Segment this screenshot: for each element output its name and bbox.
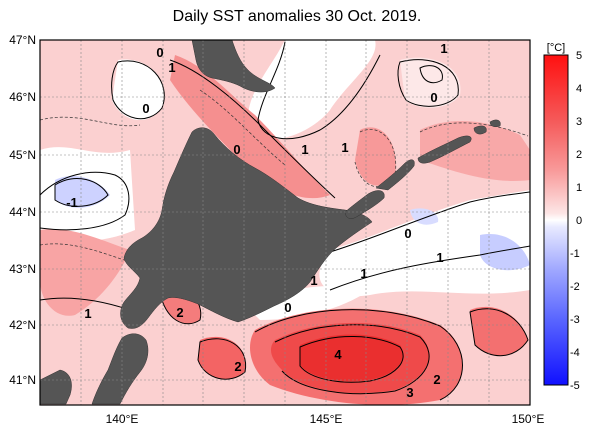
warm-anomaly-patch bbox=[198, 336, 246, 380]
colorbar-tick: 1 bbox=[576, 182, 582, 194]
land-masses bbox=[40, 40, 501, 405]
lat-label: 42°N bbox=[9, 318, 36, 332]
colorbar-tick: -5 bbox=[570, 380, 580, 392]
longitude-labels: 140°E 145°E 150°E bbox=[106, 412, 545, 426]
lat-label: 41°N bbox=[9, 373, 36, 387]
contour-label: 1 bbox=[436, 250, 443, 265]
lon-label: 140°E bbox=[106, 412, 139, 426]
contour-label: 2 bbox=[176, 305, 183, 320]
contour-label: 0 bbox=[430, 90, 437, 105]
colorbar-tick: 0 bbox=[576, 215, 582, 227]
warm-anomaly-band bbox=[420, 120, 530, 181]
contour-label: 0 bbox=[284, 300, 291, 315]
colorbar-tick: 4 bbox=[576, 83, 582, 95]
colorbar-tick: 3 bbox=[576, 116, 582, 128]
zero-anomaly-zone bbox=[319, 190, 530, 297]
lat-label: 45°N bbox=[9, 148, 36, 162]
contour-label: 1 bbox=[310, 273, 317, 288]
map-frame bbox=[39, 39, 531, 406]
contour-label: 1 bbox=[84, 306, 91, 321]
lon-label: 145°E bbox=[310, 412, 343, 426]
urup bbox=[417, 135, 472, 164]
map-field bbox=[40, 40, 530, 405]
latitude-labels: 47°N 46°N 45°N 44°N 43°N 42°N 41°N bbox=[9, 33, 36, 387]
contour-label: 1 bbox=[341, 140, 348, 155]
contour-labels: 0 1 0 1 0 1 1 -1 0 1 1 1 0 1 2 2 4 3 2 0 bbox=[66, 41, 447, 400]
contour-label: 0 bbox=[156, 45, 163, 60]
contour-label: 4 bbox=[334, 347, 342, 362]
ketoy bbox=[489, 119, 501, 128]
iturup bbox=[375, 159, 415, 191]
simushir bbox=[473, 125, 487, 135]
lat-label: 46°N bbox=[9, 90, 36, 104]
contour-label: 2 bbox=[433, 372, 440, 387]
graticule bbox=[40, 40, 530, 405]
colorbar-tick: -4 bbox=[570, 347, 580, 359]
contour-label: 0 bbox=[233, 142, 240, 157]
colorbar-tick: -3 bbox=[570, 314, 580, 326]
honshu-west bbox=[40, 369, 72, 405]
hokkaido bbox=[120, 127, 373, 329]
zero-anomaly-zone bbox=[248, 40, 376, 140]
colorbar-ticks: 5 4 3 2 1 0 -1 -2 -3 -4 -5 bbox=[570, 50, 582, 392]
colorbar-unit: [°C] bbox=[547, 42, 565, 54]
zero-anomaly-zone bbox=[112, 59, 165, 121]
contour-label: 0 bbox=[142, 101, 149, 116]
colorbar-scale bbox=[543, 54, 569, 386]
colorbar-tick: 5 bbox=[576, 50, 582, 62]
warm-anomaly-band bbox=[170, 55, 330, 199]
contour-label: 1 bbox=[168, 60, 175, 75]
warm-anomaly-band bbox=[40, 229, 130, 316]
contour-label: 2 bbox=[234, 359, 241, 374]
lon-label: 150°E bbox=[512, 412, 545, 426]
lat-label: 44°N bbox=[9, 205, 36, 219]
lat-label: 47°N bbox=[9, 33, 36, 47]
contour-label: 3 bbox=[406, 385, 413, 400]
colorbar-tick: 2 bbox=[576, 149, 582, 161]
contour-label: 0 bbox=[404, 226, 411, 241]
contour-label: 1 bbox=[301, 142, 308, 157]
colorbar: [°C] 5 4 3 2 1 0 -1 -2 -3 -4 -5 bbox=[543, 42, 582, 392]
contour-label: 1 bbox=[360, 266, 367, 281]
map-title: Daily SST anomalies 30 Oct. 2019. bbox=[172, 8, 422, 25]
negative-anomaly-patch bbox=[55, 175, 110, 208]
honshu-north bbox=[91, 333, 149, 405]
contour-label: 1 bbox=[440, 41, 447, 56]
colorbar-tick: -2 bbox=[570, 281, 580, 293]
warm-anomaly-band bbox=[355, 127, 396, 186]
sakhalin bbox=[191, 40, 276, 93]
negative-anomaly-patch bbox=[480, 234, 530, 271]
lat-label: 43°N bbox=[9, 262, 36, 276]
colorbar-tick: -1 bbox=[570, 248, 580, 260]
contour-label: -1 bbox=[66, 195, 78, 210]
kunashir bbox=[344, 190, 385, 219]
